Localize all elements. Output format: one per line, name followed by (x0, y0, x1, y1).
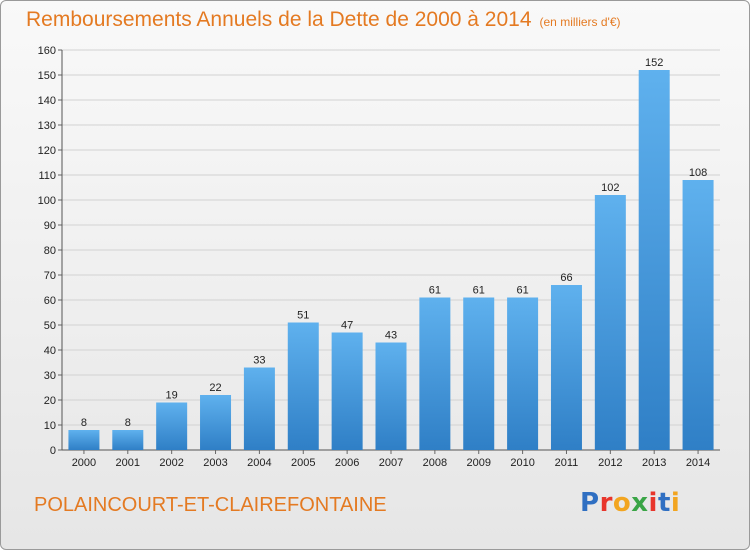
commune-name: POLAINCOURT-ET-CLAIREFONTAINE (34, 494, 387, 516)
data-label-2006: 47 (341, 320, 353, 332)
y-tick-label: 20 (44, 395, 56, 407)
chart-title: Remboursements Annuels de la Dette de 20… (26, 8, 532, 31)
x-tick-label-2009: 2009 (466, 457, 490, 469)
logo-letter: o (612, 488, 632, 518)
y-tick-label: 0 (50, 445, 56, 457)
y-tick-label: 40 (44, 345, 56, 357)
x-tick-label-2006: 2006 (335, 457, 359, 469)
bar-2011 (550, 285, 582, 450)
bar-2014 (682, 180, 714, 450)
bar-2002 (156, 402, 188, 450)
proxiti-logo: Proxiti (580, 488, 680, 518)
x-tick-label-2012: 2012 (598, 457, 622, 469)
y-tick-label: 60 (44, 295, 56, 307)
x-tick-label-2005: 2005 (291, 457, 315, 469)
data-label-2011: 66 (560, 272, 572, 284)
data-label-2000: 8 (81, 417, 87, 429)
chart-title-row: Remboursements Annuels de la Dette de 20… (26, 8, 621, 32)
x-tick-label-2001: 2001 (116, 457, 140, 469)
bar-2003 (200, 395, 232, 450)
logo-letter: x (631, 488, 649, 518)
data-label-2002: 19 (166, 390, 178, 402)
x-tick-label-2002: 2002 (159, 457, 183, 469)
y-tick-label: 100 (38, 195, 56, 207)
data-label-2013: 152 (645, 57, 663, 69)
logo-letter: P (580, 488, 600, 518)
data-label-2014: 108 (689, 167, 707, 179)
logo-letter: r (599, 488, 613, 518)
labels: 0 10 20 30 40 50 60 70 80 90 100 110 120 130 140 150 160… (38, 45, 711, 469)
bar-2001 (112, 430, 144, 450)
bar-2009 (463, 297, 495, 450)
data-label-2005: 51 (297, 310, 309, 322)
chart-subtitle: (en milliers d'€) (539, 15, 621, 29)
data-label-2009: 61 (473, 285, 485, 297)
bar-2007 (375, 342, 407, 450)
x-tick-label-2014: 2014 (686, 457, 710, 469)
logo-letter: i (648, 488, 658, 518)
bar-2006 (331, 332, 363, 450)
data-label-2007: 43 (385, 330, 397, 342)
x-tick-label-2011: 2011 (555, 457, 579, 469)
x-tick-label-2007: 2007 (379, 457, 403, 469)
x-tick-label-2008: 2008 (423, 457, 447, 469)
x-tick-label-2003: 2003 (203, 457, 227, 469)
y-tick-label: 70 (44, 270, 56, 282)
y-tick-label: 50 (44, 320, 56, 332)
y-tick-label: 130 (38, 120, 56, 132)
logo-letter: t (657, 488, 671, 518)
data-label-2004: 33 (253, 355, 265, 367)
x-tick-label-2013: 2013 (642, 457, 666, 469)
bar-2005 (287, 322, 319, 450)
y-tick-label: 90 (44, 220, 56, 232)
x-tick-label-2000: 2000 (72, 457, 96, 469)
y-tick-label: 30 (44, 370, 56, 382)
data-label-2012: 102 (601, 182, 619, 194)
bars (68, 70, 714, 450)
data-label-2003: 22 (209, 382, 221, 394)
x-tick-label-2004: 2004 (247, 457, 271, 469)
y-tick-label: 120 (38, 145, 56, 157)
logo-letter: i (670, 488, 681, 518)
y-tick-label: 140 (38, 95, 56, 107)
bar-2012 (594, 195, 626, 450)
x-tick-label-2010: 2010 (510, 457, 534, 469)
bar-2008 (419, 297, 451, 450)
y-tick-label: 110 (38, 170, 56, 182)
data-label-2001: 8 (125, 417, 131, 429)
bar-2013 (638, 70, 670, 450)
data-label-2008: 61 (429, 285, 441, 297)
y-tick-label: 160 (38, 45, 56, 57)
y-tick-label: 150 (38, 70, 56, 82)
bar-2000 (68, 430, 100, 450)
y-tick-label: 10 (44, 420, 56, 432)
data-label-2010: 61 (516, 285, 528, 297)
bar-2010 (507, 297, 539, 450)
y-tick-label: 80 (44, 245, 56, 257)
bar-2004 (243, 367, 275, 450)
